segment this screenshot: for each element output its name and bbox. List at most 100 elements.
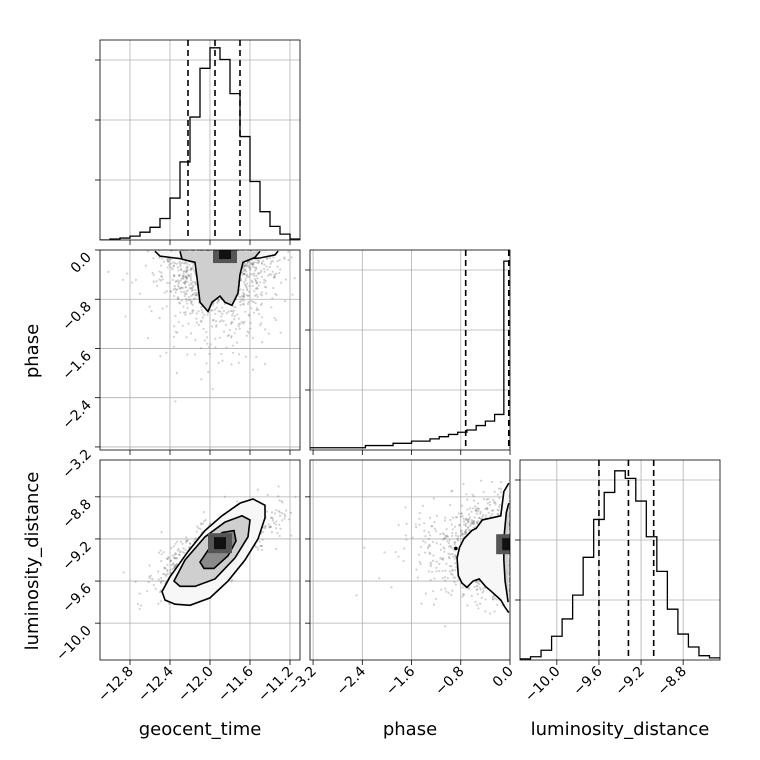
scatter-point-luminosity_distance_vs_phase — [496, 512, 499, 516]
scatter-point-luminosity_distance_vs_phase — [471, 522, 474, 525]
panel-frame-hist-phase — [309, 249, 511, 451]
scatter-point-phase_vs_geocent_time — [161, 257, 164, 260]
scatter-point-phase_vs_geocent_time — [211, 387, 214, 391]
scatter-point-luminosity_distance_vs_geocent_time — [177, 547, 180, 551]
scatter-point-luminosity_distance_vs_phase — [473, 585, 476, 589]
scatter-point-luminosity_distance_vs_phase — [453, 543, 456, 546]
scatter-point-phase_vs_geocent_time — [239, 296, 242, 299]
scatter-point-luminosity_distance_vs_geocent_time — [275, 548, 278, 551]
scatter-point-phase_vs_geocent_time — [239, 288, 242, 291]
scatter-point-phase_vs_geocent_time — [211, 319, 214, 322]
scatter-point-phase_vs_geocent_time — [190, 267, 193, 270]
scatter-point-phase_vs_geocent_time — [148, 305, 151, 308]
scatter-point-luminosity_distance_vs_phase — [411, 536, 414, 539]
scatter-point-phase_vs_geocent_time — [250, 262, 253, 266]
scatter-point-luminosity_distance_vs_phase — [459, 515, 462, 518]
scatter-point-phase_vs_geocent_time — [169, 262, 172, 265]
scatter-point-luminosity_distance_vs_phase — [453, 525, 456, 528]
scatter-point-phase_vs_geocent_time — [262, 259, 265, 263]
scatter-point-luminosity_distance_vs_phase — [444, 569, 447, 572]
scatter-point-phase_vs_geocent_time — [241, 291, 244, 295]
scatter-point-phase_vs_geocent_time — [195, 294, 198, 297]
scatter-point-phase_vs_geocent_time — [184, 281, 187, 284]
scatter-point-phase_vs_geocent_time — [226, 334, 229, 338]
scatter-point-luminosity_distance_vs_phase — [456, 538, 459, 541]
scatter-point-luminosity_distance_vs_phase — [464, 522, 468, 526]
scatter-point-luminosity_distance_vs_phase — [443, 519, 447, 522]
scatter-point-luminosity_distance_vs_phase — [453, 557, 456, 560]
scatter-point-luminosity_distance_vs_geocent_time — [175, 562, 178, 566]
scatter-point-luminosity_distance_vs_phase — [435, 560, 438, 563]
scatter-point-phase_vs_geocent_time — [184, 279, 187, 282]
scatter-point-phase_vs_geocent_time — [246, 330, 249, 333]
scatter-point-phase_vs_geocent_time — [176, 288, 179, 291]
scatter-point-phase_vs_geocent_time — [160, 275, 163, 278]
scatter-point-phase_vs_geocent_time — [192, 298, 196, 301]
scatter-point-luminosity_distance_vs_phase — [450, 565, 453, 568]
scatter-point-phase_vs_geocent_time — [283, 299, 287, 303]
scatter-point-phase_vs_geocent_time — [221, 359, 224, 362]
scatter-point-phase_vs_geocent_time — [221, 312, 224, 315]
scatter-point-luminosity_distance_vs_geocent_time — [275, 509, 278, 512]
scatter-point-phase_vs_geocent_time — [244, 355, 247, 358]
scatter-point-phase_vs_geocent_time — [259, 281, 262, 284]
scatter-point-phase_vs_geocent_time — [219, 310, 222, 313]
scatter-point-phase_vs_geocent_time — [171, 268, 174, 271]
scatter-point-phase_vs_geocent_time — [233, 305, 236, 308]
scatter-point-phase_vs_geocent_time — [257, 261, 260, 265]
panel-frame-hist-luminosity_distance — [519, 459, 721, 661]
scatter-point-phase_vs_geocent_time — [217, 361, 220, 365]
scatter-point-phase_vs_geocent_time — [191, 281, 194, 284]
scatter-point-phase_vs_geocent_time — [177, 274, 180, 277]
scatter-point-phase_vs_geocent_time — [183, 275, 186, 278]
scatter-point-phase_vs_geocent_time — [194, 353, 197, 356]
scatter-point-phase_vs_geocent_time — [152, 280, 155, 283]
scatter-point-phase_vs_geocent_time — [255, 281, 258, 285]
scatter-point-luminosity_distance_vs_phase — [404, 506, 407, 509]
scatter-point-luminosity_distance_vs_geocent_time — [174, 557, 177, 560]
scatter-point-phase_vs_geocent_time — [184, 260, 187, 263]
scatter-point-luminosity_distance_vs_phase — [494, 502, 497, 506]
scatter-point-phase_vs_geocent_time — [189, 277, 193, 280]
scatter-point-phase_vs_geocent_time — [181, 274, 184, 277]
scatter-point-luminosity_distance_vs_phase — [452, 555, 455, 558]
scatter-point-phase_vs_geocent_time — [191, 303, 194, 306]
scatter-point-phase_vs_geocent_time — [244, 264, 247, 267]
scatter-point-phase_vs_geocent_time — [246, 294, 249, 297]
scatter-point-phase_vs_geocent_time — [195, 321, 198, 324]
scatter-point-luminosity_distance_vs_phase — [485, 507, 488, 510]
scatter-point-phase_vs_geocent_time — [182, 277, 185, 280]
scatter-point-luminosity_distance_vs_geocent_time — [149, 576, 152, 580]
scatter-point-phase_vs_geocent_time — [257, 272, 260, 275]
scatter-point-phase_vs_geocent_time — [260, 294, 264, 297]
scatter-point-phase_vs_geocent_time — [165, 289, 168, 293]
scatter-point-luminosity_distance_vs_phase — [471, 521, 474, 524]
scatter-point-luminosity_distance_vs_geocent_time — [192, 540, 196, 543]
scatter-point-luminosity_distance_vs_geocent_time — [276, 531, 279, 535]
scatter-point-phase_vs_geocent_time — [228, 328, 232, 331]
scatter-point-phase_vs_geocent_time — [179, 279, 182, 282]
scatter-point-phase_vs_geocent_time — [260, 341, 264, 344]
scatter-point-phase_vs_geocent_time — [255, 267, 258, 271]
scatter-point-phase_vs_geocent_time — [195, 293, 198, 296]
scatter-point-phase_vs_geocent_time — [243, 264, 246, 268]
scatter-point-phase_vs_geocent_time — [243, 262, 247, 266]
scatter-point-luminosity_distance_vs_phase — [477, 509, 480, 513]
scatter-point-phase_vs_geocent_time — [152, 257, 155, 260]
scatter-point-luminosity_distance_vs_geocent_time — [194, 537, 197, 540]
scatter-point-phase_vs_geocent_time — [184, 311, 187, 314]
scatter-point-luminosity_distance_vs_phase — [496, 603, 499, 606]
scatter-point-luminosity_distance_vs_phase — [471, 493, 474, 496]
scatter-point-luminosity_distance_vs_geocent_time — [159, 600, 162, 603]
scatter-point-luminosity_distance_vs_phase — [470, 518, 473, 522]
scatter-point-phase_vs_geocent_time — [221, 306, 224, 309]
scatter-point-phase_vs_geocent_time — [181, 275, 184, 278]
scatter-point-phase_vs_geocent_time — [260, 262, 264, 265]
scatter-point-luminosity_distance_vs_geocent_time — [275, 520, 278, 523]
scatter-point-luminosity_distance_vs_phase — [472, 519, 475, 523]
scatter-point-phase_vs_geocent_time — [283, 256, 286, 259]
scatter-point-luminosity_distance_vs_phase — [448, 557, 451, 560]
y-axis-label-luminosity-distance: luminosity_distance — [22, 472, 43, 651]
scatter-point-luminosity_distance_vs_phase — [440, 588, 443, 591]
scatter-point-phase_vs_geocent_time — [244, 265, 247, 268]
